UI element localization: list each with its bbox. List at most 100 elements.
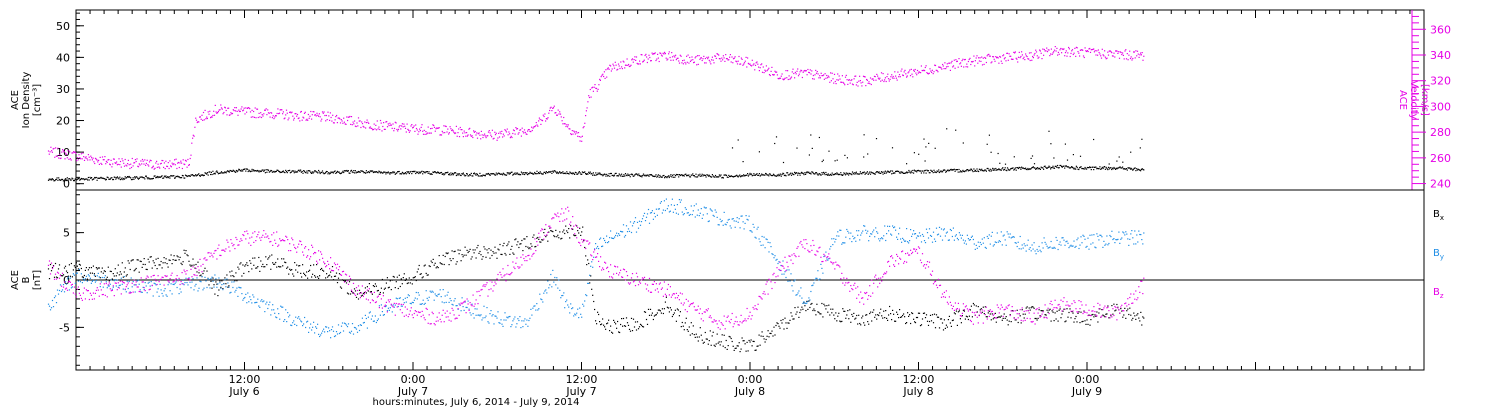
data-point xyxy=(916,170,919,172)
data-point xyxy=(697,340,699,342)
data-point xyxy=(535,309,537,311)
data-point xyxy=(171,293,173,295)
data-point xyxy=(1106,168,1108,170)
data-point xyxy=(69,275,71,277)
data-point xyxy=(1070,317,1072,319)
data-point xyxy=(690,205,692,207)
data-point xyxy=(1022,58,1024,60)
data-point xyxy=(1071,50,1073,52)
data-point xyxy=(120,178,122,180)
data-point xyxy=(1031,155,1034,157)
data-point xyxy=(1082,167,1084,170)
data-point xyxy=(584,246,586,249)
data-point xyxy=(715,211,717,213)
data-point xyxy=(621,318,623,320)
data-point xyxy=(462,173,464,175)
data-point xyxy=(1060,164,1062,167)
data-point xyxy=(92,157,94,159)
data-point xyxy=(803,174,805,176)
data-point xyxy=(388,309,390,311)
data-point xyxy=(393,276,395,278)
data-point xyxy=(501,130,503,132)
data-point xyxy=(1001,62,1003,64)
data-point xyxy=(318,333,320,335)
data-point xyxy=(510,326,512,328)
data-point xyxy=(401,125,403,127)
data-point xyxy=(148,177,150,179)
data-point xyxy=(974,65,976,67)
data-point xyxy=(323,173,325,175)
data-point xyxy=(329,172,331,174)
data-point xyxy=(246,168,248,170)
data-point xyxy=(1007,59,1009,61)
data-point xyxy=(65,179,68,182)
data-point xyxy=(984,169,986,171)
data-point xyxy=(174,164,176,166)
data-point xyxy=(832,308,834,310)
data-point xyxy=(67,179,69,181)
data-point xyxy=(217,171,219,173)
data-point xyxy=(721,57,723,59)
data-point xyxy=(638,63,640,65)
data-point xyxy=(819,77,821,79)
data-point xyxy=(176,255,178,257)
data-point xyxy=(951,60,953,62)
data-point xyxy=(519,316,521,318)
data-point xyxy=(970,168,973,170)
data-point xyxy=(838,235,840,237)
data-point xyxy=(776,174,778,176)
data-point xyxy=(258,305,260,307)
data-point xyxy=(561,237,563,239)
data-point xyxy=(924,70,926,72)
data-point xyxy=(880,172,882,174)
data-point xyxy=(725,339,727,342)
data-point xyxy=(205,118,207,120)
data-point xyxy=(811,285,813,287)
data-point xyxy=(814,279,816,281)
data-point xyxy=(946,128,948,130)
data-point xyxy=(945,232,947,234)
data-point xyxy=(446,172,448,174)
data-point xyxy=(500,319,502,321)
data-point xyxy=(802,71,804,73)
data-point xyxy=(310,323,312,325)
data-point xyxy=(364,121,366,123)
data-point xyxy=(674,56,676,58)
data-point xyxy=(538,120,540,122)
data-point xyxy=(675,59,677,61)
data-point xyxy=(1139,147,1141,149)
data-point xyxy=(248,107,250,109)
data-point xyxy=(1095,54,1097,56)
data-point xyxy=(154,264,156,267)
data-point xyxy=(116,279,118,281)
data-point xyxy=(991,169,993,171)
data-point xyxy=(685,208,687,210)
data-point xyxy=(231,112,234,115)
data-point xyxy=(741,58,743,60)
data-point xyxy=(570,225,572,227)
data-point xyxy=(309,269,311,271)
data-point xyxy=(277,169,279,171)
data-point xyxy=(402,277,404,279)
data-point xyxy=(256,108,258,110)
data-point xyxy=(619,331,621,334)
data-point xyxy=(600,324,602,326)
data-point xyxy=(1092,166,1094,168)
data-point xyxy=(573,173,575,175)
data-point xyxy=(469,127,471,129)
data-point xyxy=(860,234,862,236)
data-point xyxy=(939,318,942,320)
data-point xyxy=(554,112,556,114)
data-point xyxy=(1065,320,1067,322)
data-point xyxy=(788,75,790,77)
data-point xyxy=(192,258,194,260)
data-point xyxy=(510,171,512,173)
data-point xyxy=(296,171,299,173)
data-point xyxy=(1072,167,1074,169)
data-point xyxy=(1134,167,1136,169)
data-point xyxy=(1079,55,1081,57)
velocity-tick-label: 320 xyxy=(1430,75,1451,88)
data-point xyxy=(898,170,900,173)
data-point xyxy=(475,134,477,136)
data-point xyxy=(944,235,946,237)
